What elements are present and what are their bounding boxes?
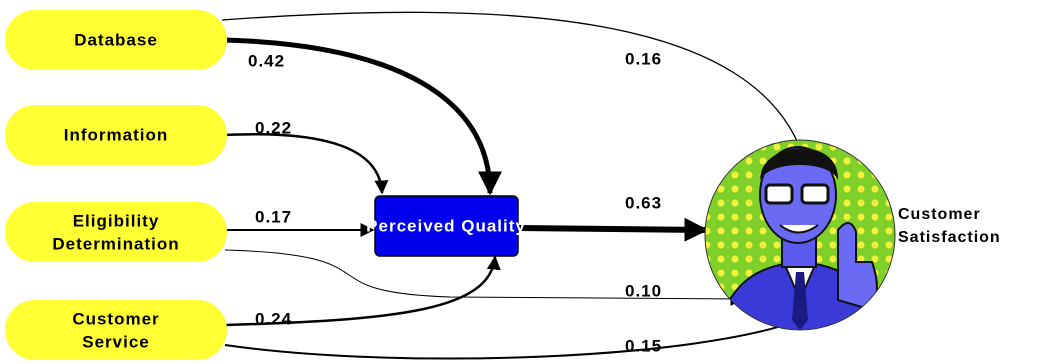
node-label: Determination (52, 234, 179, 253)
node-label: Database (74, 30, 158, 49)
node-label: Perceived Quality (366, 216, 526, 235)
node-label: Satisfaction (898, 229, 1001, 246)
node-label: Eligibility (73, 211, 160, 230)
satisfaction-illustration (705, 140, 895, 335)
edge (225, 134, 382, 193)
edge-label: 0.17 (255, 207, 292, 226)
edge-label: 0.22 (255, 118, 292, 137)
diagram: Database Information Eligibility Determi… (0, 0, 1041, 364)
node-label: Customer (898, 206, 981, 223)
node-label: Information (64, 125, 169, 144)
node-label: Service (82, 332, 150, 351)
edge-label: 0.15 (625, 336, 662, 355)
edge (225, 318, 805, 359)
node-label: Customer (72, 309, 159, 328)
edge-label: 0.10 (625, 281, 662, 300)
edge-label: 0.63 (625, 193, 662, 212)
edge-label: 0.42 (248, 51, 285, 70)
edge (225, 250, 743, 299)
edge-label: 0.16 (625, 49, 662, 68)
edge-label: 0.24 (255, 309, 292, 328)
edge (222, 12, 805, 162)
edge (518, 228, 706, 230)
